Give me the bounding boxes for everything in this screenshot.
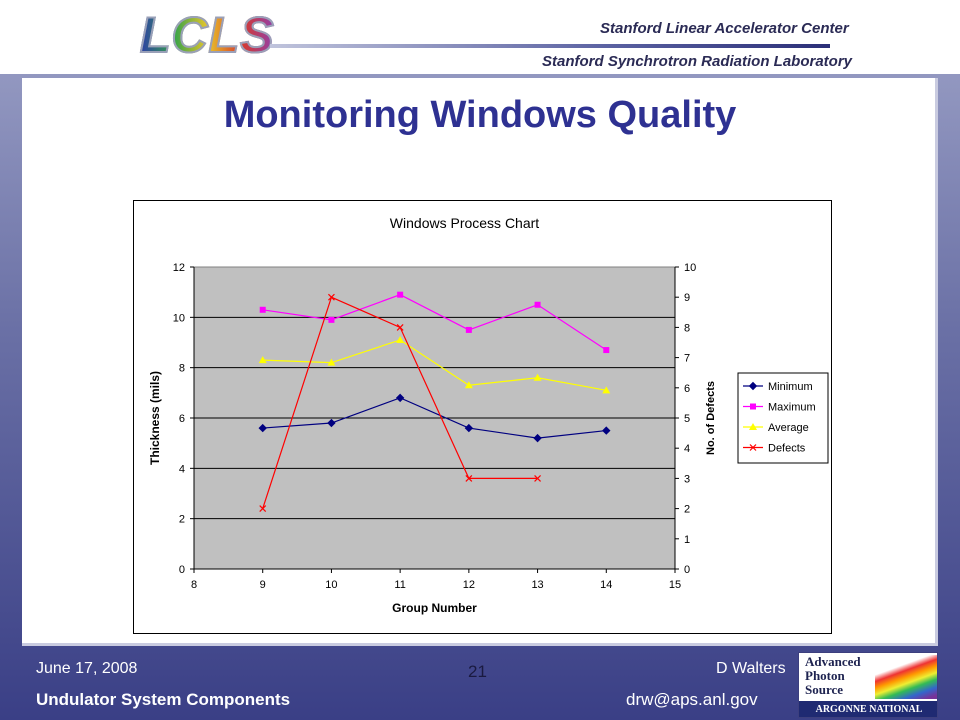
- chart-area: Windows Process Chart 0 2 4 6 8 10 12 0 1 2 3 4 5 6 7 8 9…: [133, 200, 832, 634]
- slide-title: Monitoring Windows Quality: [223, 94, 737, 136]
- data-point-average: [396, 335, 405, 343]
- page-number: 21: [468, 662, 487, 681]
- aps-logo-text: Advanced Photon Source: [805, 655, 875, 697]
- data-point-maximum: [397, 291, 404, 298]
- legend-label-average: Average: [768, 422, 809, 434]
- legend-label-defects: Defects: [768, 443, 806, 455]
- y-right-tick-label: 2: [684, 504, 690, 516]
- header-rule: [270, 44, 830, 48]
- y-right-tick-label: 8: [684, 322, 690, 334]
- x-tick-label: 11: [394, 579, 405, 591]
- y-right-tick-label: 6: [684, 383, 690, 395]
- lcls-logo: LCLS: [139, 6, 275, 64]
- data-point-maximum: [259, 306, 266, 313]
- y-left-tick-label: 0: [179, 564, 185, 576]
- y-axis-right-label: No. of Defects: [705, 381, 717, 455]
- x-tick-label: 13: [531, 579, 543, 591]
- y-right-tick-label: 4: [684, 443, 690, 455]
- y-left-tick-label: 2: [179, 514, 185, 526]
- x-marker-stroke: [465, 474, 473, 482]
- data-point-average: [464, 381, 473, 389]
- argonne-label: ARGONNE NATIONAL LABORATORY: [799, 701, 937, 717]
- y-right-tick-label: 0: [684, 564, 690, 576]
- footer-subject: Undulator System Components: [36, 690, 291, 709]
- x-marker-stroke: [259, 505, 267, 513]
- footer-author: D Walters: [716, 660, 786, 677]
- data-point-defects: [534, 474, 541, 482]
- data-point-minimum: [533, 433, 542, 443]
- data-point-minimum: [395, 393, 405, 403]
- slide-header: LCLS Stanford Linear Accelerator Center …: [0, 0, 960, 74]
- x-tick-label: 9: [260, 579, 266, 591]
- data-point-minimum: [327, 418, 336, 428]
- y-left-tick-label: 4: [179, 463, 185, 475]
- y-axis-left-label: Thickness (mils): [148, 371, 162, 465]
- data-point-defects: [328, 293, 335, 301]
- footer-date: June 17, 2008: [36, 660, 138, 677]
- x-marker-stroke: [396, 323, 404, 331]
- aps-line-2: Photon: [805, 668, 845, 683]
- y-right-tick-label: 1: [684, 534, 690, 546]
- series-line-minimum: [262, 397, 607, 439]
- y-left-tick-label: 6: [179, 413, 185, 425]
- series-line-maximum: [262, 294, 607, 351]
- org-name-ssrl: Stanford Synchrotron Radiation Laborator…: [542, 53, 853, 70]
- data-point-defects: [396, 323, 404, 331]
- y-right-tick-label: 9: [684, 292, 690, 304]
- y-right-tick-label: 7: [684, 353, 690, 365]
- x-tick-label: 8: [191, 579, 197, 591]
- data-point-maximum: [465, 326, 472, 333]
- legend-label-minimum: Minimum: [768, 381, 813, 393]
- chart-title: Windows Process Chart: [390, 215, 539, 231]
- legend-label-maximum: Maximum: [768, 402, 816, 414]
- y-left-tick-label: 8: [179, 363, 185, 375]
- x-tick-label: 15: [669, 579, 681, 591]
- aps-line-3: Source: [805, 682, 844, 697]
- x-marker-stroke: [534, 474, 541, 482]
- data-point-average: [602, 386, 611, 394]
- data-point-average: [258, 356, 267, 364]
- footer-email: drw@aps.anl.gov: [626, 690, 758, 709]
- data-point-maximum: [534, 301, 541, 308]
- x-tick-label: 14: [600, 579, 612, 591]
- x-tick-label: 12: [463, 579, 475, 591]
- data-point-maximum: [603, 347, 610, 354]
- data-point-minimum: [258, 423, 267, 433]
- legend-marker-average: [749, 423, 757, 430]
- y-right-tick-label: 10: [684, 262, 696, 274]
- x-axis-label: Group Number: [392, 601, 477, 615]
- process-chart: Windows Process Chart0246810120123456789…: [148, 215, 829, 615]
- org-name-slac: Stanford Linear Accelerator Center: [600, 20, 849, 37]
- x-tick-label: 10: [325, 579, 337, 591]
- data-point-minimum: [602, 426, 611, 435]
- y-right-tick-label: 5: [684, 413, 690, 425]
- aps-line-1: Advanced: [805, 654, 861, 669]
- legend-marker-defects: [749, 444, 757, 451]
- y-left-tick-label: 10: [173, 312, 185, 324]
- x-marker-stroke: [328, 293, 335, 301]
- data-point-average: [533, 373, 542, 381]
- data-point-average: [327, 358, 336, 366]
- rainbow-graphic: [875, 655, 937, 699]
- x-marker-stroke: [749, 444, 757, 451]
- legend-marker-minimum: [748, 381, 758, 391]
- data-point-minimum: [464, 423, 474, 433]
- legend-marker-maximum: [750, 403, 756, 410]
- data-point-defects: [465, 474, 473, 482]
- series-line-average: [262, 339, 607, 391]
- aps-logo: Advanced Photon Source ARGONNE NATIONAL …: [798, 652, 938, 718]
- data-point-defects: [259, 505, 267, 513]
- chart-legend: Minimum Maximum Average Defects: [737, 372, 829, 464]
- y-left-tick-label: 12: [173, 262, 185, 274]
- y-right-tick-label: 3: [684, 473, 690, 485]
- data-point-maximum: [328, 316, 335, 323]
